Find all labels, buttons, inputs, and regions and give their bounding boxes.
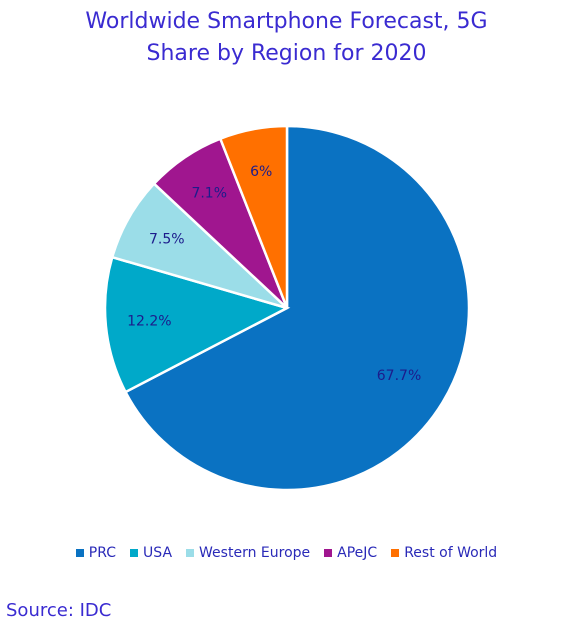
legend-label: Western Europe [199,545,311,561]
legend: PRC USA Western Europe APeJC Rest of World [0,545,573,561]
legend-swatch [324,549,333,557]
legend-swatch [75,549,84,557]
legend-label: Rest of World [404,545,498,561]
legend-label: PRC [88,545,117,561]
legend-swatch [186,549,195,557]
legend-item: Western Europe [186,545,310,561]
pie-chart: 67.7% 12.2% 7.5% 7.1% 6% [103,124,471,492]
legend-swatch [130,549,139,557]
legend-item: USA [130,545,172,561]
pie-slice [103,255,291,394]
legend-label: APeJC [337,545,378,561]
legend-item: Rest of World [391,545,497,561]
source-note: Source: IDC [6,600,112,621]
data-label: 12.2% [127,314,171,330]
pie-slice [123,124,471,492]
data-label: 7.1% [191,186,227,202]
pie-slice [218,124,289,309]
data-label: 6% [250,164,272,180]
legend-swatch [391,549,400,557]
data-label: 67.7% [377,368,421,384]
data-label: 7.5% [149,232,185,248]
chart-title: Worldwide Smartphone Forecast, 5G Share … [85,9,488,66]
legend-label: USA [143,545,173,561]
legend-item: APeJC [324,545,377,561]
legend-item: PRC [75,545,117,561]
